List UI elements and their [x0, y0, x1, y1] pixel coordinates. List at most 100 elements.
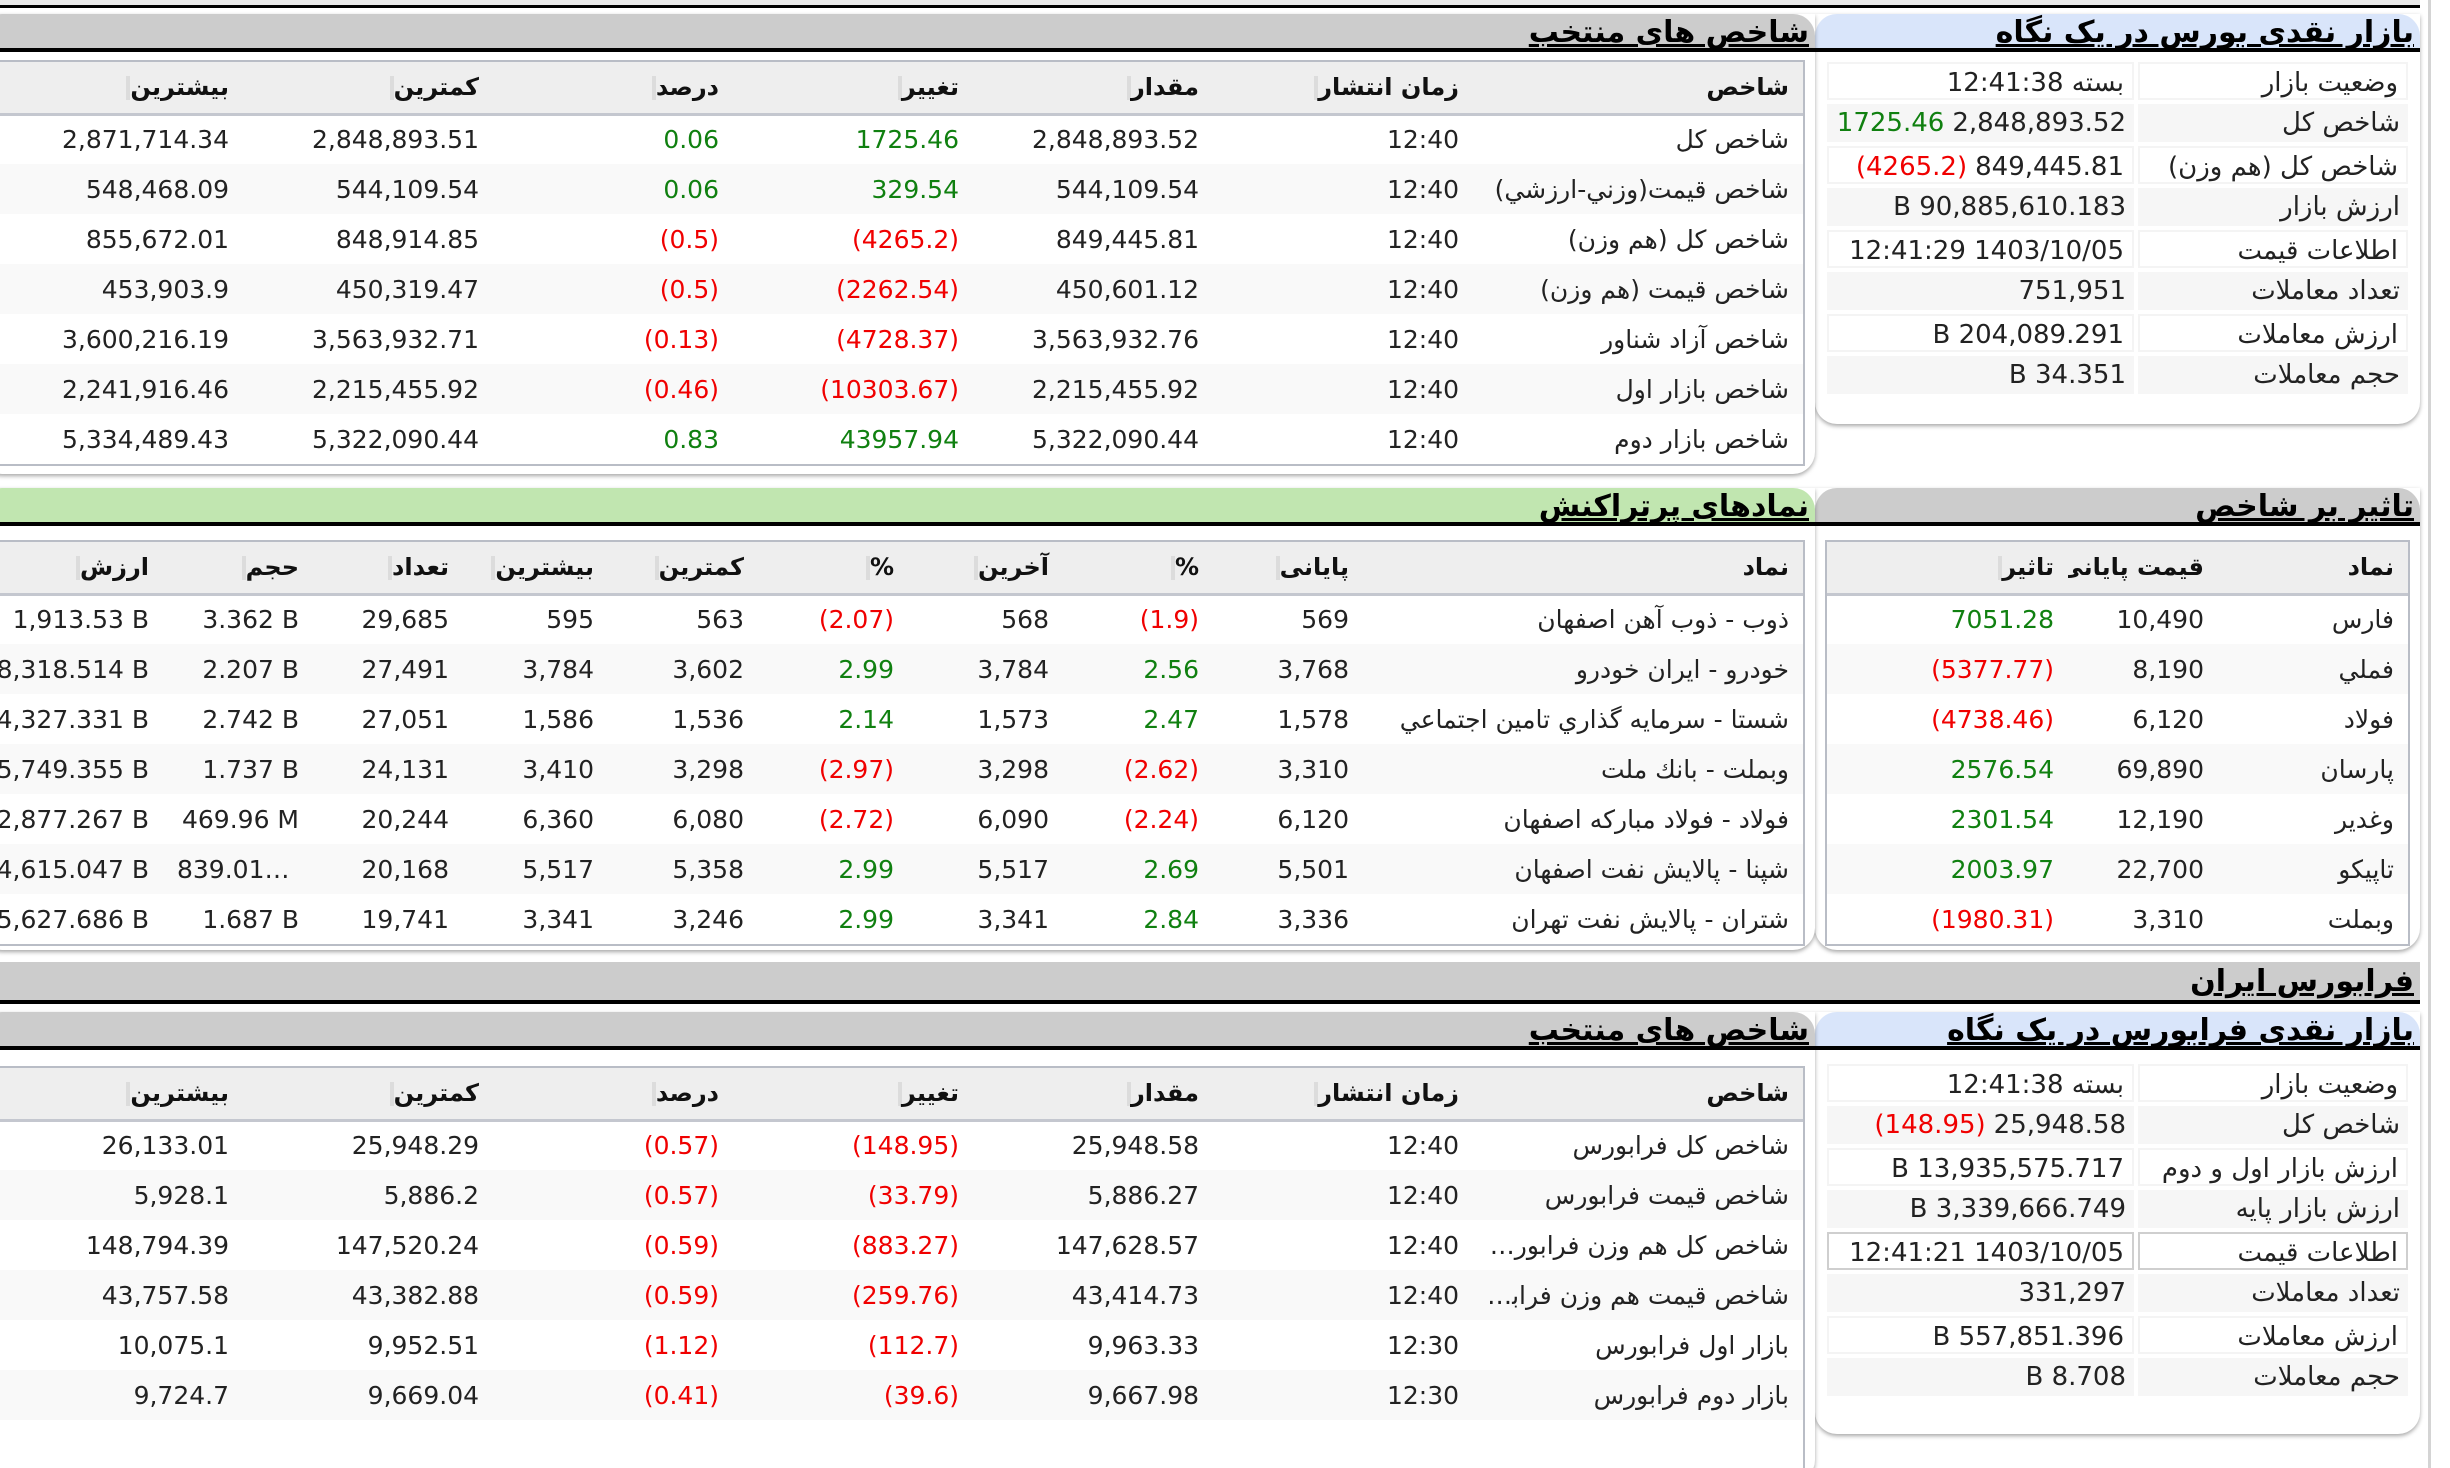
- bourse-summary-title[interactable]: بازار نقدی بورس در یک نگاه: [1995, 15, 2414, 50]
- column-resize-handle[interactable]: [1170, 556, 1175, 581]
- cell-symbol[interactable]: فملي: [2218, 644, 2408, 694]
- column-resize-handle[interactable]: [241, 556, 246, 581]
- cell-symbol[interactable]: شستا - سرمایه گذاري تامین اجتماعي: [1399, 704, 1789, 734]
- column-header[interactable]: پایانی: [1213, 542, 1363, 596]
- cell-name[interactable]: شاخص کل هم وزن فرابورس: [1484, 1230, 1789, 1260]
- column-resize-handle[interactable]: [865, 556, 870, 581]
- table-row[interactable]: فارس 10,490 7051.28: [1827, 594, 2408, 644]
- column-resize-handle[interactable]: [1126, 76, 1131, 101]
- cell-symbol[interactable]: فولاد: [2343, 704, 2394, 734]
- table-row[interactable]: تاپیکو 22,700 2003.97: [1827, 844, 2408, 894]
- table-row[interactable]: شاخص بازار دوم 12:40 5,322,090.44 43957.94 0…: [0, 414, 1803, 464]
- column-resize-handle[interactable]: [1314, 1082, 1319, 1107]
- cell-name[interactable]: شاخص قیمت (هم وزن): [1473, 264, 1803, 314]
- column-header[interactable]: نماد: [1363, 542, 1803, 596]
- column-header[interactable]: بیشترین: [0, 62, 243, 116]
- cell-symbol[interactable]: وغدير: [2334, 804, 2394, 834]
- cell-symbol[interactable]: ذوب - ذوب آهن اصفهان: [1537, 605, 1789, 635]
- column-resize-handle[interactable]: [126, 76, 131, 101]
- column-resize-handle[interactable]: [1998, 556, 2003, 581]
- column-header[interactable]: %: [1063, 542, 1213, 596]
- column-header[interactable]: درصد: [493, 1068, 733, 1122]
- cell-symbol[interactable]: خودرو - ایران خودرو: [1363, 644, 1803, 694]
- table-row[interactable]: شاخص قیمت هم وزن فرابو... 12:40 43,414.73(…: [0, 1270, 1803, 1320]
- table-row[interactable]: شاخص کل هم وزن فرابورس 12:40 147,628.57 (88…: [0, 1220, 1803, 1270]
- cell-name[interactable]: بازار دوم فرابورس: [1473, 1370, 1803, 1420]
- cell-name[interactable]: شاخص کل: [1675, 125, 1789, 155]
- table-row[interactable]: شپنا - پالایش نفت اصفهان 5,501 2.69 5,517 2.…: [0, 844, 1803, 894]
- column-resize-handle[interactable]: [388, 556, 393, 581]
- column-resize-handle[interactable]: [76, 556, 81, 581]
- table-row[interactable]: شستا - سرمایه گذاري تامین اجتماعي 1,578 2.…: [0, 694, 1803, 744]
- cell-symbol[interactable]: فارس: [2331, 605, 2394, 635]
- cell-symbol[interactable]: پارسان: [2218, 744, 2408, 794]
- cell-name[interactable]: شاخص قیمت فرابورس: [1473, 1170, 1803, 1220]
- cell-symbol[interactable]: وبملت - بانك ملت: [1363, 744, 1803, 794]
- column-header[interactable]: بیشترین: [0, 1068, 243, 1122]
- table-row[interactable]: فولاد - فولاد مبارکه اصفهان 6,120 (2.24) 6,…: [0, 794, 1803, 844]
- column-header[interactable]: آخرین: [908, 542, 1063, 596]
- cell-name[interactable]: شاخص بازار دوم: [1614, 424, 1789, 454]
- table-row[interactable]: شاخص قیمت فرابورس 12:40 5,886.27 (33.79) (0.…: [0, 1170, 1803, 1220]
- column-header[interactable]: ارزش: [0, 542, 163, 596]
- farabourse-summary-title[interactable]: بازار نقدی فرابورس در یک نگاه: [1947, 1013, 2414, 1048]
- column-header[interactable]: %: [758, 542, 908, 596]
- cell-symbol[interactable]: وبملت: [2327, 904, 2394, 934]
- column-header[interactable]: کمترین: [243, 62, 493, 116]
- cell-name[interactable]: شاخص قيمت(وزني-ارزشي): [1473, 164, 1803, 214]
- index-impact-title[interactable]: تاثیر بر شاخص: [2195, 489, 2414, 524]
- column-header[interactable]: مقدار: [973, 62, 1213, 116]
- column-header[interactable]: نماد: [2218, 542, 2408, 596]
- table-row[interactable]: شاخص آزاد شناور 12:40 3,563,932.76 (4728.37…: [0, 314, 1803, 364]
- table-row[interactable]: فملي 8,190 (5377.77): [1827, 644, 2408, 694]
- table-row[interactable]: بازار دوم فرابورس 12:30 9,667.98 (39.6) (0.4…: [0, 1370, 1803, 1420]
- cell-symbol[interactable]: فولاد - فولاد مبارکه اصفهان: [1503, 804, 1789, 834]
- column-resize-handle[interactable]: [897, 76, 902, 101]
- column-resize-handle[interactable]: [651, 1082, 656, 1107]
- column-header[interactable]: کمترین: [243, 1068, 493, 1122]
- column-header[interactable]: زمان انتشار: [1213, 62, 1473, 116]
- column-resize-handle[interactable]: [973, 556, 978, 581]
- cell-name[interactable]: شاخص کل (هم وزن): [1567, 224, 1789, 254]
- column-resize-handle[interactable]: [654, 556, 659, 581]
- farabourse-section-title[interactable]: فرابورس ایران: [2190, 964, 2414, 999]
- cell-symbol[interactable]: تاپیکو: [2218, 844, 2408, 894]
- table-row[interactable]: شاخص کل (هم وزن) 12:40 849,445.81 (4265.2) (…: [0, 214, 1803, 264]
- table-row[interactable]: بازار اول فرابورس 12:30 9,963.33 (112.7) (1.…: [0, 1320, 1803, 1370]
- cell-name[interactable]: شاخص بازار اول: [1473, 364, 1803, 414]
- table-row[interactable]: شتران - پالایش نفت تهران 3,336 2.84 3,341 2.…: [0, 894, 1803, 944]
- column-header[interactable]: تغییر: [733, 1068, 973, 1122]
- table-row[interactable]: وبملت - بانك ملت 3,310 (2.62) 3,298 (2.97) 3,…: [0, 744, 1803, 794]
- table-row[interactable]: وبملت 3,310 (1980.31): [1827, 894, 2408, 944]
- column-header[interactable]: شاخص: [1473, 62, 1803, 116]
- column-resize-handle[interactable]: [1275, 556, 1280, 581]
- active-symbols-title[interactable]: نمادهای پرتراکنش: [1538, 489, 1809, 524]
- column-resize-handle[interactable]: [126, 1082, 131, 1107]
- column-resize-handle[interactable]: [389, 1082, 394, 1107]
- column-header[interactable]: درصد: [493, 62, 733, 116]
- column-resize-handle[interactable]: [897, 1082, 902, 1107]
- cell-symbol[interactable]: شپنا - پالایش نفت اصفهان: [1363, 844, 1803, 894]
- cell-name[interactable]: بازار اول فرابورس: [1595, 1330, 1789, 1360]
- cell-symbol[interactable]: شتران - پالایش نفت تهران: [1511, 904, 1789, 934]
- column-header[interactable]: تعداد: [313, 542, 463, 596]
- table-row[interactable]: شاخص کل 12:40 2,848,893.52 1725.46 0.06 2,848…: [0, 114, 1803, 164]
- cell-name[interactable]: شاخص قیمت هم وزن فرابو...: [1473, 1270, 1803, 1320]
- column-header[interactable]: زمان انتشار: [1213, 1068, 1473, 1122]
- column-resize-handle[interactable]: [1126, 1082, 1131, 1107]
- column-resize-handle[interactable]: [651, 76, 656, 101]
- column-header[interactable]: حجم: [163, 542, 313, 596]
- column-header[interactable]: کمترین: [608, 542, 758, 596]
- column-header[interactable]: قیمت پایانی: [2055, 542, 2218, 596]
- cell-name[interactable]: شاخص آزاد شناور: [1601, 324, 1789, 354]
- table-row[interactable]: شاخص کل فرابورس 12:40 25,948.58 (148.95) (0.…: [0, 1120, 1803, 1170]
- column-header[interactable]: بیشترین: [463, 542, 608, 596]
- table-row[interactable]: خودرو - ایران خودرو 3,768 2.56 3,784 2.99 3,6…: [0, 644, 1803, 694]
- column-resize-handle[interactable]: [389, 76, 394, 101]
- table-row[interactable]: ذوب - ذوب آهن اصفهان 569 (1.9) 568 (2.07) 563…: [0, 594, 1803, 644]
- table-row[interactable]: فولاد 6,120 (4738.46): [1827, 694, 2408, 744]
- cell-name[interactable]: شاخص کل فرابورس: [1572, 1131, 1789, 1161]
- table-row[interactable]: وغدير 12,190 2301.54: [1827, 794, 2408, 844]
- column-header[interactable]: شاخص: [1473, 1068, 1803, 1122]
- table-row[interactable]: پارسان 69,890 2576.54: [1827, 744, 2408, 794]
